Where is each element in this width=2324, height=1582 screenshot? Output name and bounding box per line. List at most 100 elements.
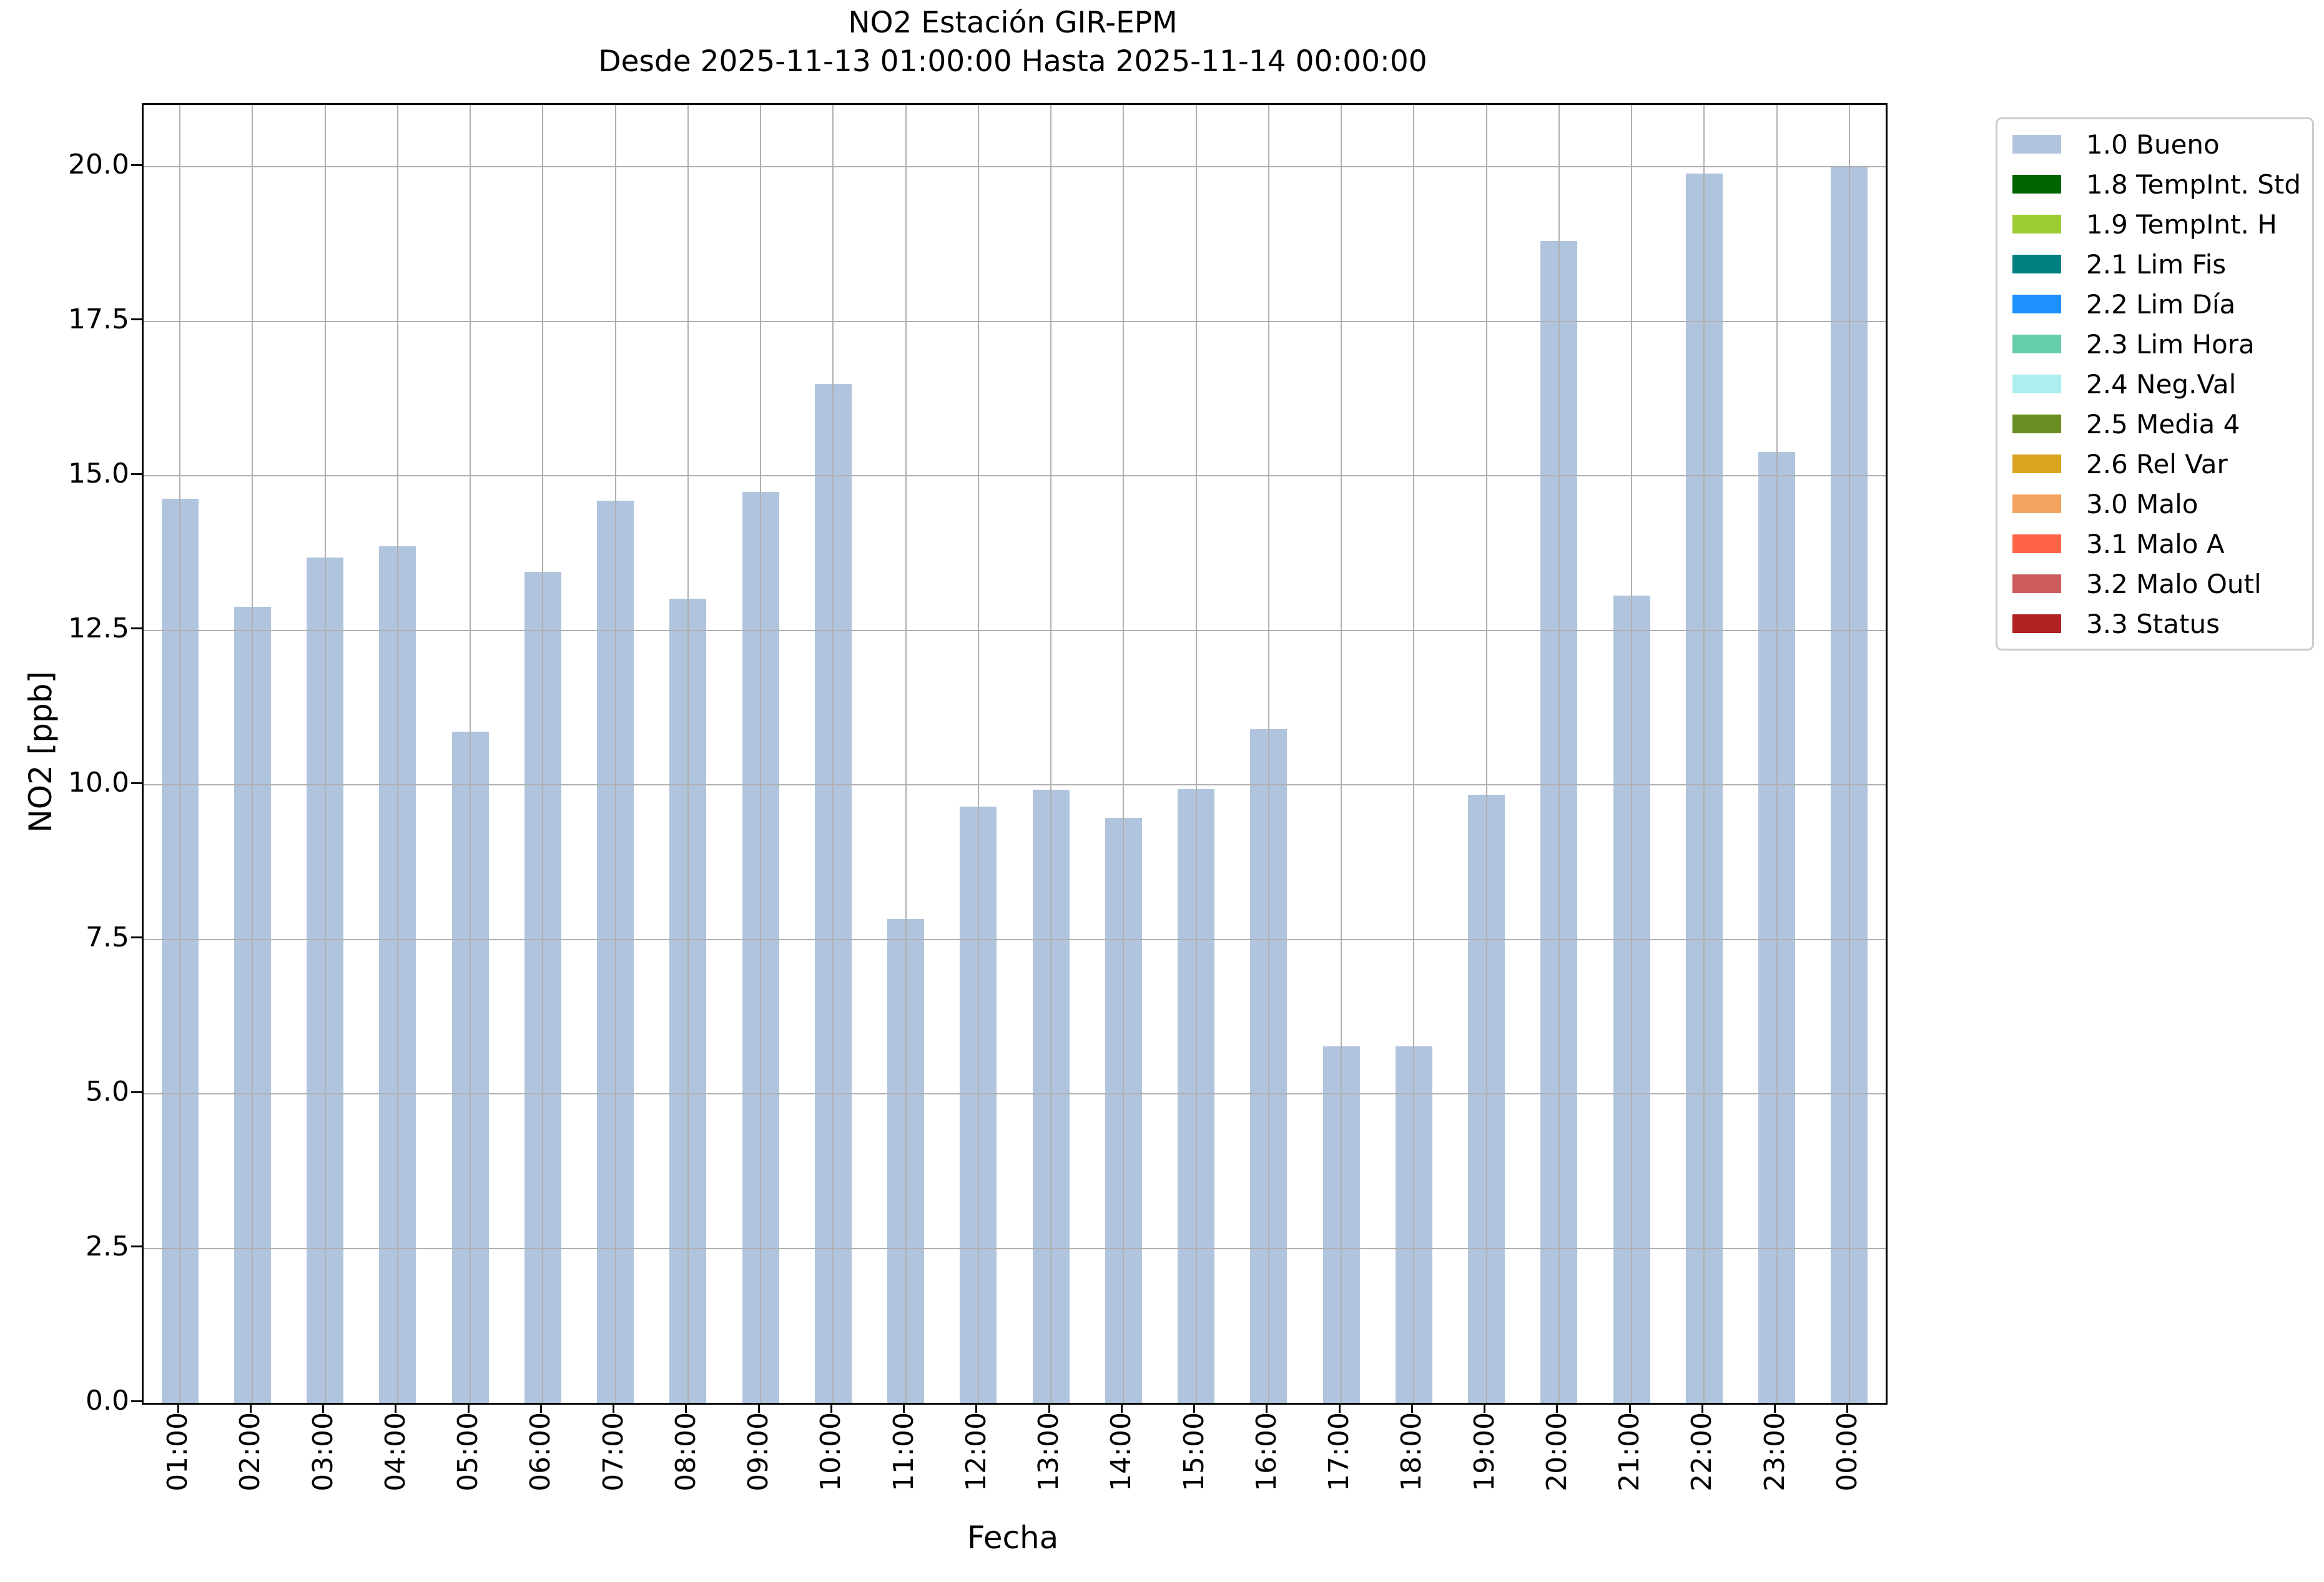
x-tick-label: 07:00	[597, 1412, 629, 1491]
legend-label: 2.5 Media 4	[2086, 408, 2240, 440]
x-tick-label: 13:00	[1033, 1412, 1065, 1491]
x-tick-label: 16:00	[1250, 1412, 1283, 1491]
x-tick-mark	[830, 1403, 832, 1413]
vertical-gridline	[1703, 105, 1705, 1403]
vertical-gridline	[470, 105, 471, 1403]
y-tick-mark	[131, 164, 142, 166]
legend-swatch	[2012, 574, 2061, 593]
y-tick-label: 7.5	[86, 921, 129, 953]
legend-item: 2.3 Lim Hora	[1997, 324, 2312, 364]
x-tick-label: 01:00	[162, 1412, 194, 1491]
x-tick-label: 19:00	[1468, 1412, 1500, 1491]
legend-swatch	[2012, 415, 2061, 433]
horizontal-gridline	[144, 629, 1886, 631]
x-tick-label: 12:00	[960, 1412, 992, 1491]
y-tick-mark	[131, 1245, 142, 1247]
x-tick-label: 18:00	[1396, 1412, 1428, 1491]
legend-label: 1.9 TempInt. H	[2086, 209, 2277, 240]
x-tick-mark	[249, 1403, 252, 1413]
legend-item: 1.9 TempInt. H	[1997, 204, 2312, 244]
legend-label: 3.0 Malo	[2086, 488, 2198, 519]
horizontal-gridline	[144, 320, 1886, 322]
y-tick-mark	[131, 782, 142, 784]
legend-item: 2.2 Lim Día	[1997, 284, 2312, 324]
y-tick-mark	[131, 936, 142, 938]
x-tick-label: 20:00	[1540, 1412, 1573, 1491]
x-tick-mark	[903, 1403, 905, 1413]
x-tick-label: 14:00	[1105, 1412, 1138, 1491]
y-axis-label: NO2 [ppb]	[22, 671, 59, 833]
vertical-gridline	[1776, 105, 1778, 1403]
y-tick-label: 17.5	[68, 303, 129, 335]
legend-label: 2.6 Rel Var	[2086, 448, 2228, 479]
legend-label: 2.3 Lim Hora	[2086, 328, 2255, 360]
y-tick-label: 10.0	[68, 767, 129, 798]
horizontal-gridline	[144, 475, 1886, 476]
vertical-gridline	[905, 105, 907, 1403]
x-tick-mark	[395, 1403, 397, 1413]
x-tick-label: 05:00	[452, 1412, 485, 1491]
y-tick-label: 15.0	[68, 458, 129, 489]
legend-item: 3.3 Status	[1997, 604, 2312, 644]
chart-title-line1: NO2 Estación GIR-EPM	[848, 6, 1178, 40]
y-tick-mark	[131, 627, 142, 629]
legend-item: 1.0 Bueno	[1997, 124, 2312, 164]
legend-swatch	[2012, 215, 2061, 233]
x-tick-mark	[322, 1403, 325, 1413]
vertical-gridline	[324, 105, 326, 1403]
x-tick-label: 17:00	[1323, 1412, 1356, 1491]
legend-item: 2.4 Neg.Val	[1997, 364, 2312, 404]
vertical-gridline	[396, 105, 398, 1403]
legend-item: 3.1 Malo A	[1997, 524, 2312, 564]
legend-swatch	[2012, 614, 2061, 633]
vertical-gridline	[1050, 105, 1052, 1403]
legend-item: 2.6 Rel Var	[1997, 444, 2312, 484]
legend-label: 3.2 Malo Outl	[2086, 568, 2262, 599]
legend-item: 2.1 Lim Fis	[1997, 244, 2312, 284]
legend-swatch	[2012, 494, 2061, 513]
legend-label: 3.1 Malo A	[2086, 528, 2225, 559]
horizontal-gridline	[144, 1247, 1886, 1249]
plot-canvas	[144, 105, 1886, 1403]
vertical-gridline	[1195, 105, 1197, 1403]
x-tick-mark	[1556, 1403, 1558, 1413]
legend-swatch	[2012, 534, 2061, 553]
plot-area	[142, 103, 1888, 1405]
legend-item: 3.2 Malo Outl	[1997, 564, 2312, 604]
x-tick-label: 02:00	[234, 1412, 267, 1491]
y-tick-mark	[131, 318, 142, 320]
x-tick-mark	[757, 1403, 760, 1413]
y-tick-label: 2.5	[86, 1230, 129, 1262]
vertical-gridline	[1268, 105, 1269, 1403]
x-tick-label: 03:00	[307, 1412, 339, 1491]
x-tick-mark	[1628, 1403, 1631, 1413]
x-tick-label: 10:00	[815, 1412, 847, 1491]
x-tick-mark	[539, 1403, 542, 1413]
vertical-gridline	[179, 105, 181, 1403]
horizontal-gridline	[144, 1093, 1886, 1094]
legend-swatch	[2012, 295, 2061, 313]
legend-label: 1.8 TempInt. Std	[2086, 169, 2302, 200]
vertical-gridline	[1631, 105, 1633, 1403]
x-tick-mark	[1120, 1403, 1123, 1413]
x-tick-mark	[1484, 1403, 1486, 1413]
horizontal-gridline	[144, 938, 1886, 940]
legend-item: 3.0 Malo	[1997, 484, 2312, 524]
vertical-gridline	[614, 105, 616, 1403]
vertical-gridline	[1848, 105, 1850, 1403]
x-tick-label: 15:00	[1178, 1412, 1210, 1491]
x-tick-label: 04:00	[379, 1412, 411, 1491]
chart-title-line2: Desde 2025-11-13 01:00:00 Hasta 2025-11-…	[598, 44, 1427, 79]
horizontal-gridline	[144, 166, 1886, 167]
x-tick-label: 22:00	[1686, 1412, 1718, 1491]
y-tick-label: 0.0	[86, 1385, 129, 1417]
legend-label: 1.0 Bueno	[2086, 129, 2220, 160]
legend-label: 2.2 Lim Día	[2086, 288, 2236, 320]
x-tick-mark	[1266, 1403, 1268, 1413]
x-tick-mark	[177, 1403, 179, 1413]
y-axis-label-wrap: NO2 [ppb]	[19, 103, 62, 1401]
x-tick-label: 00:00	[1831, 1412, 1863, 1491]
horizontal-gridline	[144, 784, 1886, 785]
vertical-gridline	[832, 105, 834, 1403]
vertical-gridline	[760, 105, 762, 1403]
